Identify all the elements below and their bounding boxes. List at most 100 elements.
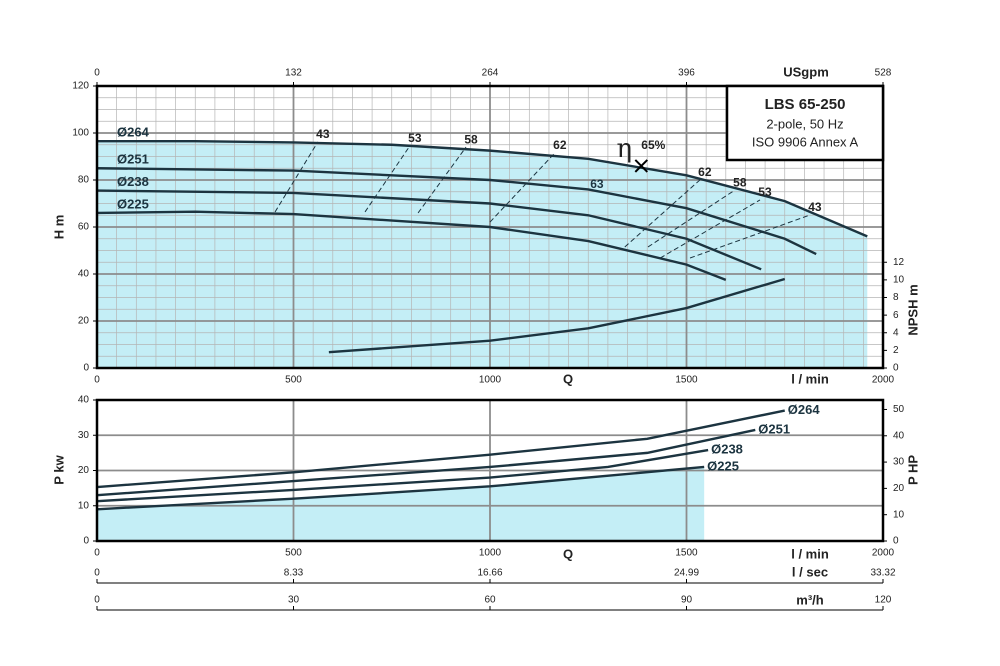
curve-label: Ø264 <box>788 402 821 417</box>
efficiency-label: 62 <box>698 165 712 179</box>
x2-tick-label: 396 <box>678 68 695 79</box>
curve <box>96 210 727 281</box>
bep-label: 65% <box>641 138 665 152</box>
curve-label: Ø264 <box>117 125 150 140</box>
curve <box>96 428 756 497</box>
y2-tick-label: 40 <box>893 430 905 441</box>
y2-tick-label: 8 <box>893 292 899 303</box>
y2-tick-label: 12 <box>893 257 905 268</box>
x-axis-title: Q <box>563 546 573 561</box>
y2-axis-title: P HP <box>905 455 920 485</box>
x2-axis-title: l / sec <box>792 564 828 579</box>
y2-tick-label: 10 <box>893 509 905 520</box>
efficiency-label: 53 <box>758 185 772 199</box>
info-box-frame <box>725 84 885 162</box>
y-tick-label: 10 <box>78 500 90 511</box>
curve <box>328 277 786 354</box>
y2-tick-label: 6 <box>893 310 899 321</box>
y2-tick-label: 20 <box>893 483 905 494</box>
efficiency-line <box>364 145 411 213</box>
efficiency-label: 58 <box>464 132 478 146</box>
x-tick-label: 2000 <box>872 375 895 386</box>
y-tick-label: 30 <box>78 430 90 441</box>
area-fill <box>97 466 705 541</box>
curve <box>96 167 817 256</box>
x-tick-label: 500 <box>285 548 302 559</box>
y2-tick-label: 4 <box>893 327 899 338</box>
x2-tick-label: 8.33 <box>284 568 304 579</box>
curve <box>96 448 709 503</box>
curve-label: Ø238 <box>711 441 743 456</box>
x2-tick-label: 0 <box>94 68 100 79</box>
efficiency-label: 43 <box>808 200 822 214</box>
efficiency-line <box>417 146 467 214</box>
efficiency-label: 43 <box>316 127 330 141</box>
x2-tick-label: 528 <box>875 68 892 79</box>
y2-tick-label: 30 <box>893 457 905 468</box>
y-tick-label: 60 <box>78 222 90 233</box>
x-tick-label: 0 <box>94 375 100 386</box>
efficiency-label: 58 <box>733 175 747 189</box>
efficiency-line <box>659 199 761 259</box>
x2-tick-label: 24.99 <box>674 568 699 579</box>
y-tick-label: 20 <box>78 465 90 476</box>
y2-axis-title: NPSH m <box>905 284 920 335</box>
x-tick-label: 1000 <box>479 548 502 559</box>
efficiency-line <box>274 141 319 213</box>
curve-label: Ø225 <box>117 196 149 211</box>
info-line: ISO 9906 Annex A <box>752 134 859 149</box>
curve <box>96 465 705 511</box>
x-tick-label: 1500 <box>675 548 698 559</box>
x2-tick-label: 16.66 <box>477 568 502 579</box>
y-tick-label: 80 <box>78 175 90 186</box>
x2-tick-label: 33.32 <box>870 568 895 579</box>
curve <box>97 140 868 238</box>
x3-tick-label: 120 <box>875 595 892 606</box>
y-tick-label: 20 <box>78 316 90 327</box>
x-axis-unit: l / min <box>791 371 829 386</box>
bep-symbol: η <box>617 134 633 164</box>
curve <box>96 189 762 271</box>
y2-tick-label: 2 <box>893 345 899 356</box>
curve-label: Ø238 <box>117 174 149 189</box>
y-tick-label: 100 <box>72 128 89 139</box>
x-axis-unit: l / min <box>791 546 829 561</box>
curve-label: Ø251 <box>758 421 790 436</box>
y2-tick-label: 10 <box>893 275 905 286</box>
y-axis-title: P kw <box>51 454 66 484</box>
info-title: LBS 65-250 <box>765 96 846 113</box>
y-tick-label: 0 <box>83 536 89 547</box>
efficiency-line <box>689 214 811 259</box>
x3-tick-label: 0 <box>94 595 100 606</box>
efficiency-label: 62 <box>553 138 567 152</box>
y2-tick-label: 0 <box>893 536 899 547</box>
curve-label: Ø251 <box>117 152 149 167</box>
y2-tick-label: 50 <box>893 404 905 415</box>
x-axis-title: Q <box>563 371 573 386</box>
info-line: 2-pole, 50 Hz <box>766 116 843 131</box>
efficiency-label: 53 <box>408 131 422 145</box>
info-box: LBS 65-250 2-pole, 50 Hz ISO 9906 Annex … <box>725 84 885 162</box>
x-tick-label: 0 <box>94 548 100 559</box>
y-tick-label: 0 <box>83 363 89 374</box>
efficiency-line <box>647 189 736 248</box>
efficiency-label: 63 <box>590 177 604 191</box>
x-tick-label: 2000 <box>872 548 895 559</box>
efficiency-line <box>624 179 701 248</box>
x3-tick-label: 60 <box>484 595 496 606</box>
plot-layer: 0 500 1000 1500 2000020406080100120024681012… <box>72 68 905 611</box>
bep-marker <box>634 159 649 173</box>
x3-tick-label: 90 <box>681 595 693 606</box>
x3-axis-title: m³/h <box>796 592 824 607</box>
y-tick-label: 120 <box>72 81 89 92</box>
curve <box>96 409 785 489</box>
x-tick-label: 1000 <box>479 375 502 386</box>
x2-tick-label: 264 <box>482 68 499 79</box>
x2-tick-label: 132 <box>285 68 302 79</box>
x2-axis-title: USgpm <box>783 64 829 79</box>
plot-frame <box>95 84 885 370</box>
x2-tick-label: 0 <box>94 568 100 579</box>
y2-tick-label: 0 <box>893 363 899 374</box>
y-tick-label: 40 <box>78 269 90 280</box>
